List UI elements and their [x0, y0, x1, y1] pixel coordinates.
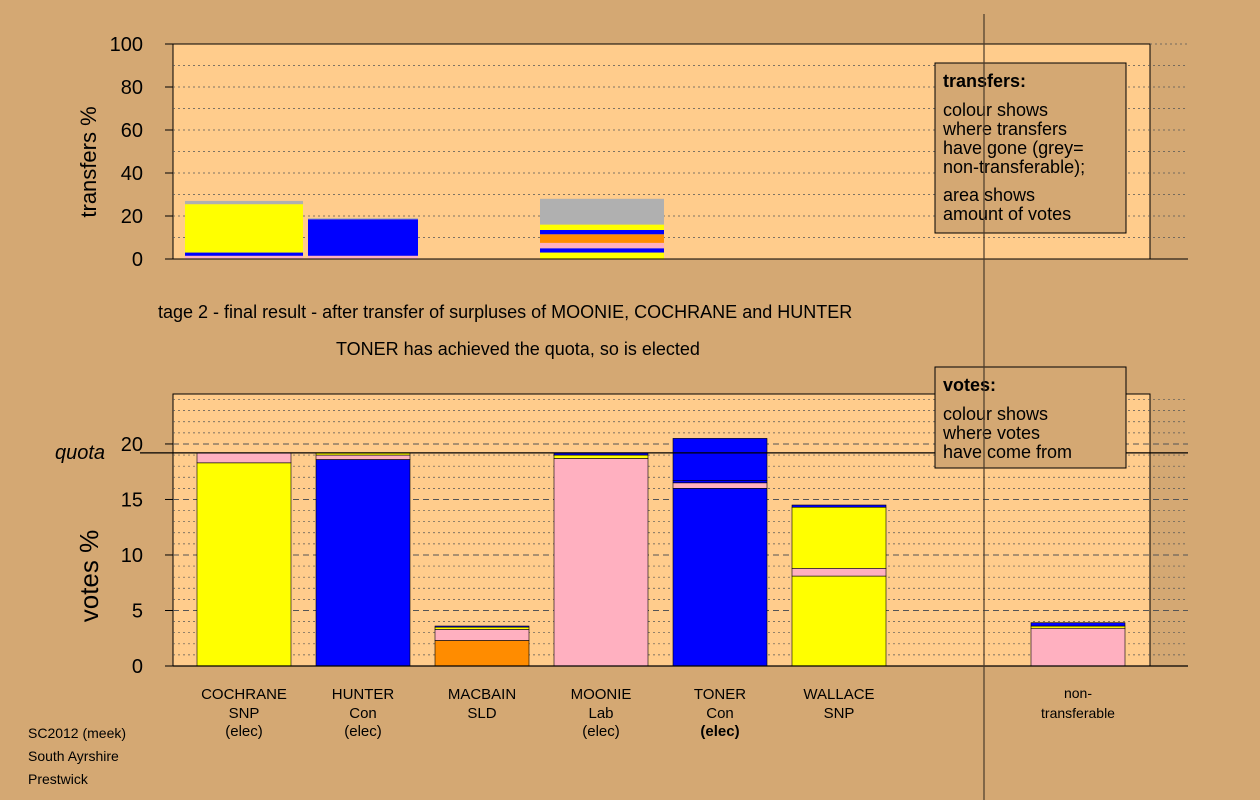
vote-bar-segment [672, 488, 768, 667]
transfer-bar-segment [540, 242, 664, 249]
y-tick-label: 5 [132, 600, 143, 622]
votes-panel: 0 5 10 15 20 quota votes % votes: colour sho… [55, 366, 1188, 740]
y-tick-label: 20 [121, 434, 143, 456]
transfers-y-axis-label: transfers % [76, 106, 101, 217]
vote-bar-segment [672, 438, 768, 481]
transfers-y-ticks: 0 20 40 60 80 100 [110, 34, 173, 271]
candidate-name: MACBAIN [448, 686, 516, 703]
nontransferable-label: non- [1064, 685, 1092, 701]
votes-legend-line: have come from [943, 442, 1072, 462]
transfers-legend-line: where transfers [942, 119, 1067, 139]
candidate-party: SNP [824, 705, 855, 722]
y-tick-label: 80 [121, 77, 143, 99]
footer-line-1: SC2012 (meek) [28, 725, 126, 741]
vote-bar-segment [672, 480, 768, 484]
vote-bar-segment [1030, 625, 1126, 629]
y-tick-label: 0 [132, 656, 143, 678]
candidate-status: (elec) [582, 723, 620, 740]
vote-bar-segment [553, 458, 649, 667]
vote-bar-segment [791, 504, 887, 508]
candidate-name: HUNTER [332, 686, 395, 703]
transfer-bar-segment [540, 248, 664, 253]
votes-legend-line: colour shows [943, 404, 1048, 424]
y-tick-label: 40 [121, 163, 143, 185]
candidate-status: (elec) [700, 723, 739, 740]
transfers-legend-line: colour shows [943, 100, 1048, 120]
candidate-party: Lab [588, 705, 613, 722]
vote-bar-segment [434, 625, 530, 628]
candidate-status: (elec) [344, 723, 382, 740]
vote-bar-segment [1030, 627, 1126, 667]
transfer-bar-segment [540, 224, 664, 230]
vote-bar-segment [791, 568, 887, 577]
candidate-party: Con [349, 705, 377, 722]
vote-bar-segment [434, 626, 530, 630]
transfers-legend-line: have gone (grey= [943, 138, 1084, 158]
transfer-bar-segment [540, 198, 664, 225]
transfer-bar-segment [540, 252, 664, 259]
y-tick-label: 0 [132, 249, 143, 271]
y-tick-label: 10 [121, 545, 143, 567]
votes-legend-title: votes: [943, 375, 996, 395]
candidate-labels: COCHRANESNP(elec)HUNTERCon(elec)MACBAINS… [201, 685, 1115, 740]
transfer-bar-segment [185, 200, 303, 205]
vote-bar-segment [791, 575, 887, 667]
y-tick-label: 20 [121, 206, 143, 228]
vote-bar-segment [672, 482, 768, 489]
transfer-bar-segment [185, 255, 303, 259]
transfers-bars [185, 198, 664, 259]
vote-bar-segment [434, 640, 530, 667]
transfer-bar-segment [185, 252, 303, 256]
vote-bar-segment [791, 506, 887, 569]
transfer-bar-segment [308, 218, 418, 220]
candidate-name: WALLACE [803, 686, 874, 703]
votes-legend-line: where votes [942, 423, 1040, 443]
candidate-name: COCHRANE [201, 686, 287, 703]
votes-y-ticks: 0 5 10 15 20 [121, 434, 173, 678]
y-tick-label: 100 [110, 34, 143, 56]
candidate-party: SNP [229, 705, 260, 722]
candidate-status: (elec) [225, 723, 263, 740]
transfer-bar-segment [540, 229, 664, 235]
footer-line-3: Prestwick [28, 771, 89, 787]
transfers-legend-line: amount of votes [943, 204, 1071, 224]
transfers-legend-box [934, 62, 1127, 234]
candidate-party: Con [706, 705, 734, 722]
transfer-bar-segment [308, 255, 418, 259]
stage-description: tage 2 - final result - after transfer o… [158, 302, 852, 322]
transfers-legend-line: area shows [943, 185, 1035, 205]
transfers-legend-line: non-transferable); [943, 157, 1085, 177]
transfer-bar-segment [540, 234, 664, 243]
quota-label: quota [55, 442, 105, 464]
transfer-bar-segment [185, 204, 303, 253]
election-status: TONER has achieved the quota, so is elec… [336, 339, 700, 359]
y-tick-label: 15 [121, 489, 143, 511]
votes-bars [196, 438, 1126, 667]
y-tick-label: 60 [121, 120, 143, 142]
vote-bar-segment [196, 462, 292, 667]
transfer-bar-segment [308, 219, 418, 256]
candidate-name: MOONIE [571, 686, 632, 703]
vote-bar-segment [196, 452, 292, 464]
candidate-party: SLD [467, 705, 496, 722]
votes-legend-box [934, 366, 1127, 469]
footer-line-2: South Ayrshire [28, 748, 119, 764]
vote-bar-segment [434, 629, 530, 641]
vote-bar-segment [1030, 622, 1126, 627]
candidate-name: TONER [694, 686, 746, 703]
vote-bar-segment [315, 454, 411, 460]
votes-y-axis-label: votes % [74, 530, 104, 623]
vote-bar-segment [553, 454, 649, 459]
nontransferable-label: transferable [1041, 705, 1115, 721]
vote-bar-segment [315, 459, 411, 667]
